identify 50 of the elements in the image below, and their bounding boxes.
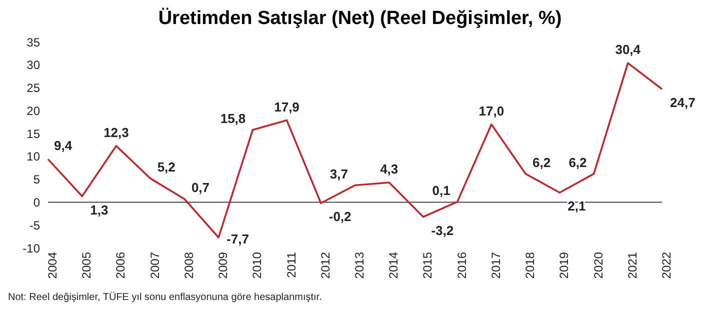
y-tick-label: 35	[26, 35, 40, 50]
x-tick-label: 2021	[625, 252, 640, 279]
x-tick-label: 2007	[148, 252, 162, 279]
data-label: 2,1	[568, 198, 586, 214]
data-label: 6,2	[568, 154, 587, 170]
y-tick-label: 0	[33, 195, 40, 210]
x-tick-label: 2009	[216, 252, 230, 279]
data-label: -3,2	[431, 222, 454, 238]
data-label: 12,3	[104, 124, 129, 140]
data-label: -0,2	[328, 209, 352, 224]
y-tick-label: -5	[29, 218, 40, 232]
x-tick-label: 2004	[46, 252, 60, 279]
data-label: 24,7	[670, 95, 696, 110]
x-tick-label: 2020	[591, 252, 606, 279]
y-tick-label: 20	[26, 104, 40, 118]
data-label: 0,7	[191, 180, 210, 196]
y-tick-label: 5	[33, 172, 40, 187]
y-tick-label: 30	[26, 58, 40, 72]
data-label: 30,4	[615, 42, 642, 58]
data-label: 3,7	[330, 166, 348, 182]
x-tick-label: 2005	[80, 252, 94, 279]
data-label: 15,8	[220, 110, 246, 126]
y-tick-label: -10	[22, 241, 40, 256]
x-tick-label: 2022	[660, 252, 674, 279]
data-label: 17,9	[274, 99, 300, 114]
x-tick-label: 2018	[523, 252, 538, 279]
x-tick-label: 2013	[352, 252, 367, 279]
x-tick-label: 2017	[488, 252, 503, 279]
chart-title: Üretimden Satışlar (Net) (Reel Değişimler, %)	[157, 8, 563, 30]
x-tick-label: 2006	[114, 252, 128, 279]
x-tick-label: 2010	[250, 252, 264, 279]
x-tick-label: 2019	[557, 252, 572, 279]
data-label: 6,2	[532, 154, 551, 170]
y-tick-label: 25	[26, 81, 40, 96]
y-tick-label: 15	[26, 126, 40, 141]
x-tick-label: 2008	[182, 252, 196, 279]
x-tick-label: 2011	[284, 252, 298, 278]
data-label: 0,1	[432, 182, 450, 198]
text: Not: Reel değişimler, TÜFE yıl sonu enflasyonuna göre hesaplanmıştır.	[8, 292, 323, 303]
x-tick-label: 2016	[454, 252, 469, 279]
data-label: 17,0	[478, 103, 504, 118]
data-label: 1,3	[90, 202, 108, 218]
x-tick-label: 2015	[420, 252, 435, 279]
data-label: 9,4	[54, 138, 73, 154]
x-tick-label: 2012	[318, 252, 332, 279]
data-label: 4,3	[380, 162, 398, 177]
y-tick-label: 10	[26, 150, 40, 164]
x-tick-label: 2014	[386, 252, 401, 279]
data-label: -7,7	[226, 231, 249, 246]
data-label: 5,2	[157, 159, 176, 174]
